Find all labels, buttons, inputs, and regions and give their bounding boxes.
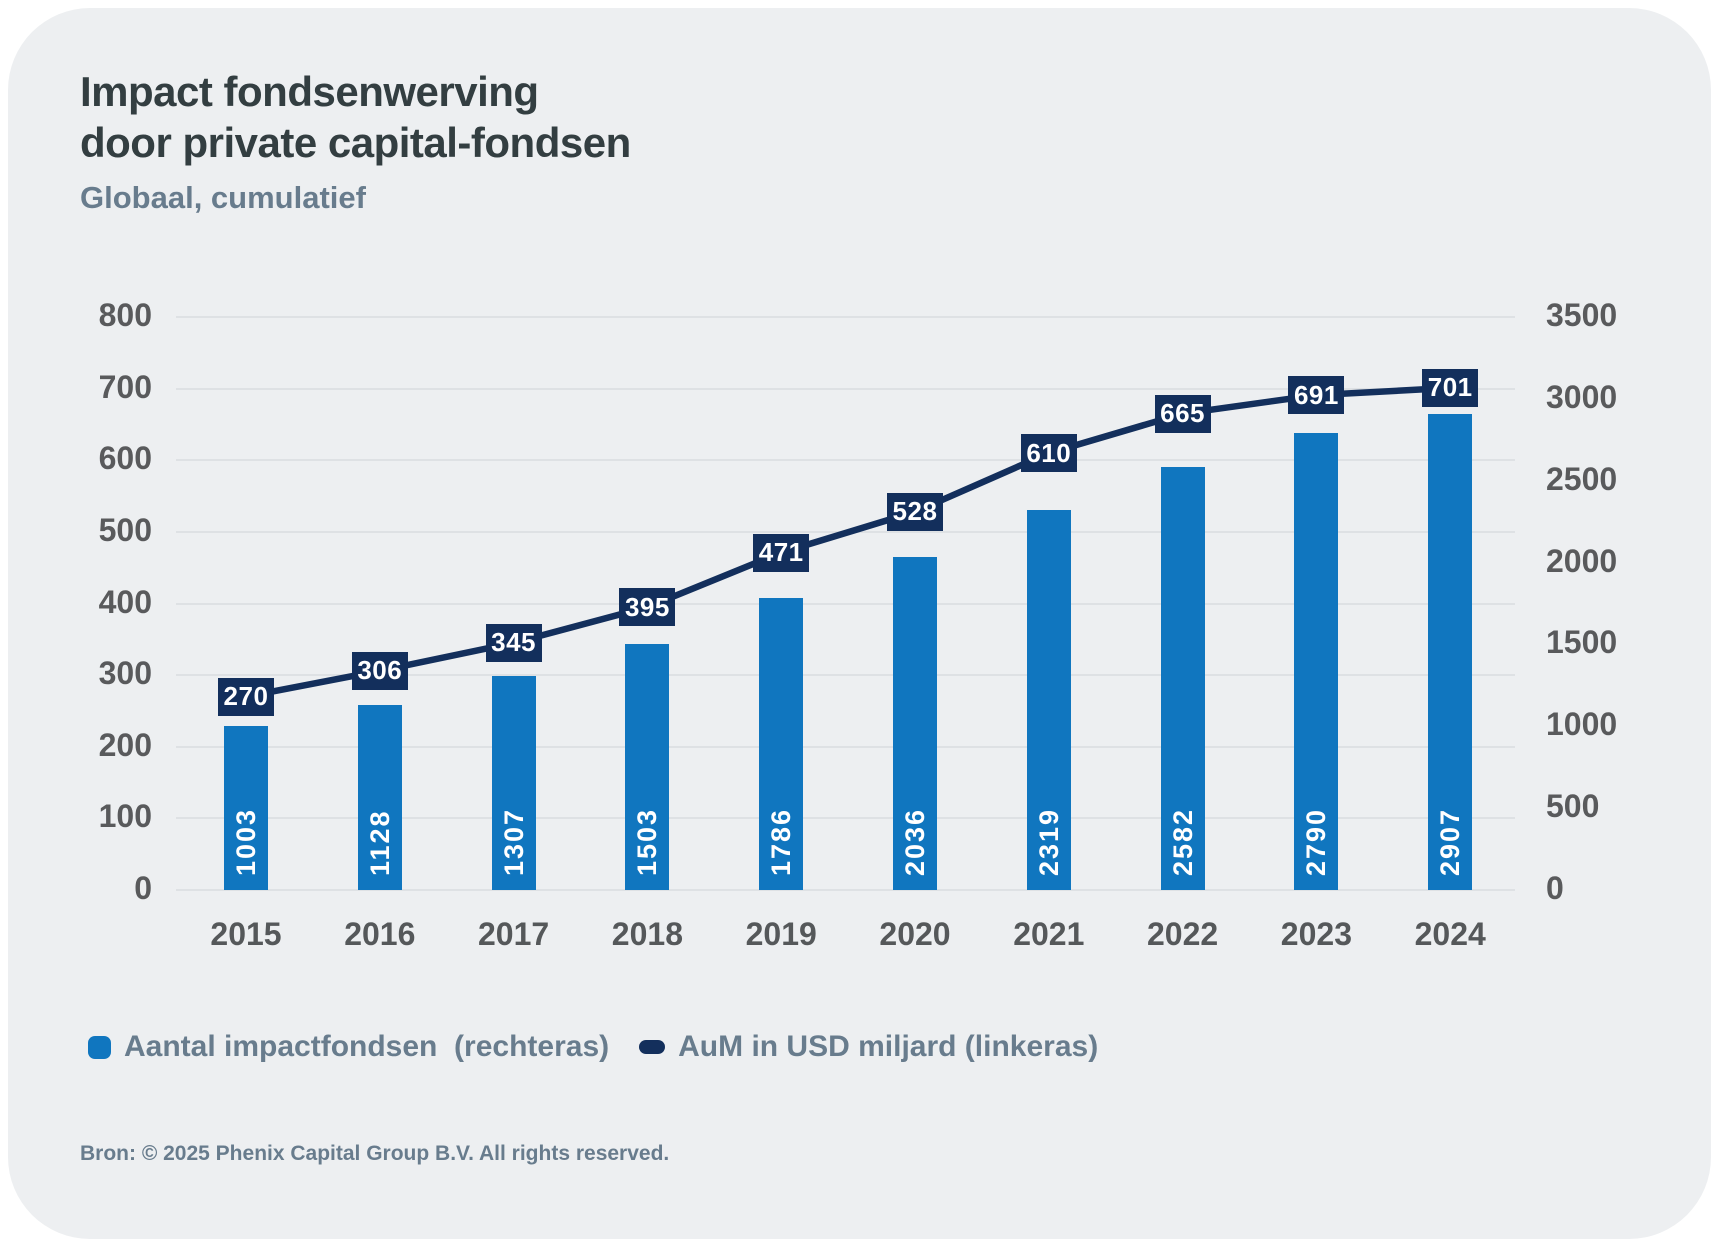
right-axis-tick-label: 500 <box>1546 788 1600 825</box>
x-axis-tick-label: 2017 <box>478 916 550 952</box>
x-axis-tick-label: 2021 <box>1013 916 1085 952</box>
bar-value-label: 2319 <box>1033 807 1064 876</box>
left-axis-tick-label: 500 <box>98 511 152 548</box>
line-point-label: 306 <box>351 651 408 690</box>
bar-series-swatch-icon <box>88 1035 111 1059</box>
gridline <box>176 316 1515 318</box>
left-axis-tick-label: 400 <box>98 583 152 620</box>
line-series-swatch-icon <box>639 1040 666 1054</box>
legend-label-bars: Aantal impactfondsen (rechteras) <box>124 1030 610 1063</box>
line-point-label: 701 <box>1422 368 1479 407</box>
x-axis-tick-label: 2020 <box>879 916 951 952</box>
legend-item-bars: Aantal impactfondsen (rechteras) <box>88 1030 609 1064</box>
x-axis-tick-label: 2023 <box>1280 916 1352 952</box>
chart-subtitle: Globaal, cumulatief <box>80 180 366 216</box>
left-axis-tick-label: 600 <box>98 440 152 477</box>
chart-title: Impact fondsenwerving door private capit… <box>80 68 631 167</box>
bar-value-label: 2790 <box>1301 807 1332 876</box>
x-axis-tick-label: 2016 <box>344 916 416 952</box>
left-axis-tick-label: 800 <box>98 297 152 333</box>
right-axis-tick-label: 2000 <box>1546 542 1618 579</box>
x-axis-tick-label: 2015 <box>210 916 282 952</box>
chart-header: Impact fondsenwerving door private capit… <box>80 66 631 216</box>
x-axis-tick-label: 2018 <box>611 916 683 952</box>
bar-value-label: 1786 <box>766 807 797 876</box>
right-axis-tick-label: 3500 <box>1546 297 1618 333</box>
line-point-label: 471 <box>753 533 810 572</box>
left-axis-tick-label: 300 <box>98 655 152 692</box>
chart-legend: Aantal impactfondsen (rechteras) AuM in … <box>88 1030 1098 1064</box>
legend-label-line: AuM in USD miljard (linkeras) <box>678 1030 1099 1063</box>
line-point-label: 528 <box>887 492 943 531</box>
right-axis-tick-label: 1000 <box>1546 706 1618 743</box>
legend-item-line: AuM in USD miljard (linkeras) <box>639 1030 1098 1064</box>
source-note: Bron: © 2025 Phenix Capital Group B.V. A… <box>80 1142 670 1165</box>
left-axis-tick-label: 100 <box>98 798 152 835</box>
line-point-label: 395 <box>619 588 676 627</box>
right-axis-tick-label: 2500 <box>1546 460 1618 497</box>
line-point-label: 270 <box>218 677 274 716</box>
bar <box>224 725 268 890</box>
gridline <box>176 817 1515 820</box>
x-axis-tick-label: 2022 <box>1147 916 1219 952</box>
right-axis-tick-label: 1500 <box>1546 624 1618 661</box>
gridline <box>176 889 1515 891</box>
bar-value-label: 2036 <box>900 807 930 876</box>
bar-value-label: 2582 <box>1167 807 1198 876</box>
x-axis-tick-label: 2024 <box>1414 916 1486 952</box>
bar-value-label: 1128 <box>364 809 395 876</box>
gridline <box>176 745 1515 748</box>
line-point-label: 610 <box>1020 434 1077 473</box>
left-axis-tick-label: 700 <box>98 368 152 405</box>
bar-value-label: 2907 <box>1435 807 1466 876</box>
right-axis-tick-label: 0 <box>1546 870 1564 906</box>
bar <box>491 676 536 890</box>
left-axis-tick-label: 0 <box>134 870 152 906</box>
bar-value-label: 1503 <box>632 807 663 876</box>
bar <box>357 705 402 890</box>
line-point-label: 665 <box>1154 394 1211 433</box>
bar-value-label: 1003 <box>231 807 261 876</box>
right-axis-tick-label: 3000 <box>1546 378 1618 415</box>
bar-value-label: 1307 <box>498 807 529 876</box>
line-point-label: 691 <box>1288 376 1345 415</box>
x-axis-tick-label: 2019 <box>745 916 817 952</box>
line-point-label: 345 <box>485 623 542 662</box>
left-axis-tick-label: 200 <box>98 726 152 763</box>
